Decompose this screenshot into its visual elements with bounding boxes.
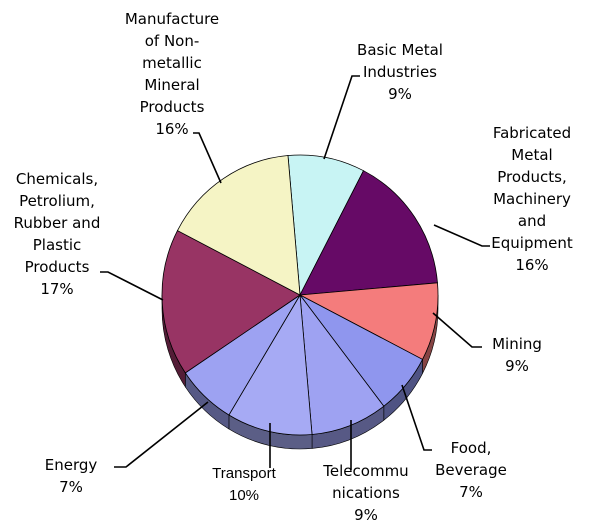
slice-basic-metal-industries (287, 154, 365, 297)
label-line: Food, (451, 439, 492, 457)
slice-telecommunications (299, 293, 385, 435)
slice-chemicals-petrolium-rubber-and-plastic-products (161, 230, 301, 374)
label-line: Products, (497, 168, 567, 186)
slice-fabricated-metal-products-machinery-and-equipment (299, 170, 438, 296)
label-line: Basic Metal (357, 41, 443, 59)
label-line: Metal (511, 146, 552, 164)
leader-line-mining (432, 312, 482, 348)
label-line: Petrolium, (19, 192, 95, 210)
leader-line-fabricated-metal-products-machinery-and-equipment (433, 224, 490, 247)
label-line: 9% (354, 506, 378, 524)
label-basic-metal-industries: Basic Metal Industries 9% (357, 41, 443, 103)
leader-line-basic-metal-industries (323, 75, 360, 160)
label-line: Mineral (144, 76, 199, 94)
label-line: 17% (40, 280, 73, 298)
label-line: Chemicals, (16, 170, 98, 188)
label-line: Industries (363, 63, 437, 81)
slice-mining (298, 282, 439, 360)
label-mining: Mining 9% (492, 335, 542, 375)
leader-line-manufacture-of-non-metallic-mineral-products (193, 132, 222, 184)
slice-labels: Basic Metal Industries 9% Fabricated Metal Pr… (14, 10, 573, 524)
slice-transport (228, 293, 313, 436)
leader-lines (100, 75, 490, 470)
label-energy: Energy 7% (45, 456, 98, 496)
label-line: Machinery (493, 190, 571, 208)
pie-slices (161, 154, 439, 436)
label-line: Manufacture (125, 10, 219, 28)
label-line: Products (25, 258, 90, 276)
label-line: of Non- (145, 32, 200, 50)
label-line: metallic (142, 54, 202, 72)
label-manufacture-of-non-metallic-mineral-products: Manufacture of Non-metallic Mineral Product… (125, 10, 219, 138)
label-line: Rubber and (14, 214, 101, 232)
label-line: 9% (505, 357, 529, 375)
label-line: Products (140, 98, 205, 116)
label-line: and (518, 212, 546, 230)
label-telecommunications: Telecommu nications 9% (322, 462, 408, 524)
label-line: Mining (492, 335, 542, 353)
label-line: Telecommu (322, 462, 408, 480)
label-line: nications (332, 484, 400, 502)
label-line: Transport (212, 465, 276, 482)
label-line: 10% (229, 487, 259, 504)
leader-line-chemicals-petrolium-rubber-and-plastic-products (100, 271, 164, 301)
label-chemicals-petrolium-rubber-and-plastic-products: Chemicals, Petrolium, Rubber and Plastic Pro… (14, 170, 101, 298)
slice-manufacture-of-non-metallic-mineral-products (176, 155, 301, 296)
label-line: Energy (45, 456, 98, 474)
label-transport: Transport 10% (212, 465, 276, 504)
leader-line-energy (114, 401, 209, 468)
label-line: 16% (515, 256, 548, 274)
label-line: 9% (388, 85, 412, 103)
leader-line-food-beverage (401, 384, 432, 451)
label-line: Fabricated (493, 124, 571, 142)
label-food-beverage: Food, Beverage 7% (435, 439, 507, 501)
label-line: 7% (59, 478, 83, 496)
label-line: Plastic (33, 236, 82, 254)
label-line: 16% (155, 120, 188, 138)
label-line: Beverage (435, 461, 507, 479)
label-fabricated-metal-products-machinery-and-equipment: Fabricated Metal Products, Machinery and Equi… (491, 124, 573, 274)
label-line: 7% (459, 483, 483, 501)
label-line: Equipment (491, 234, 573, 252)
